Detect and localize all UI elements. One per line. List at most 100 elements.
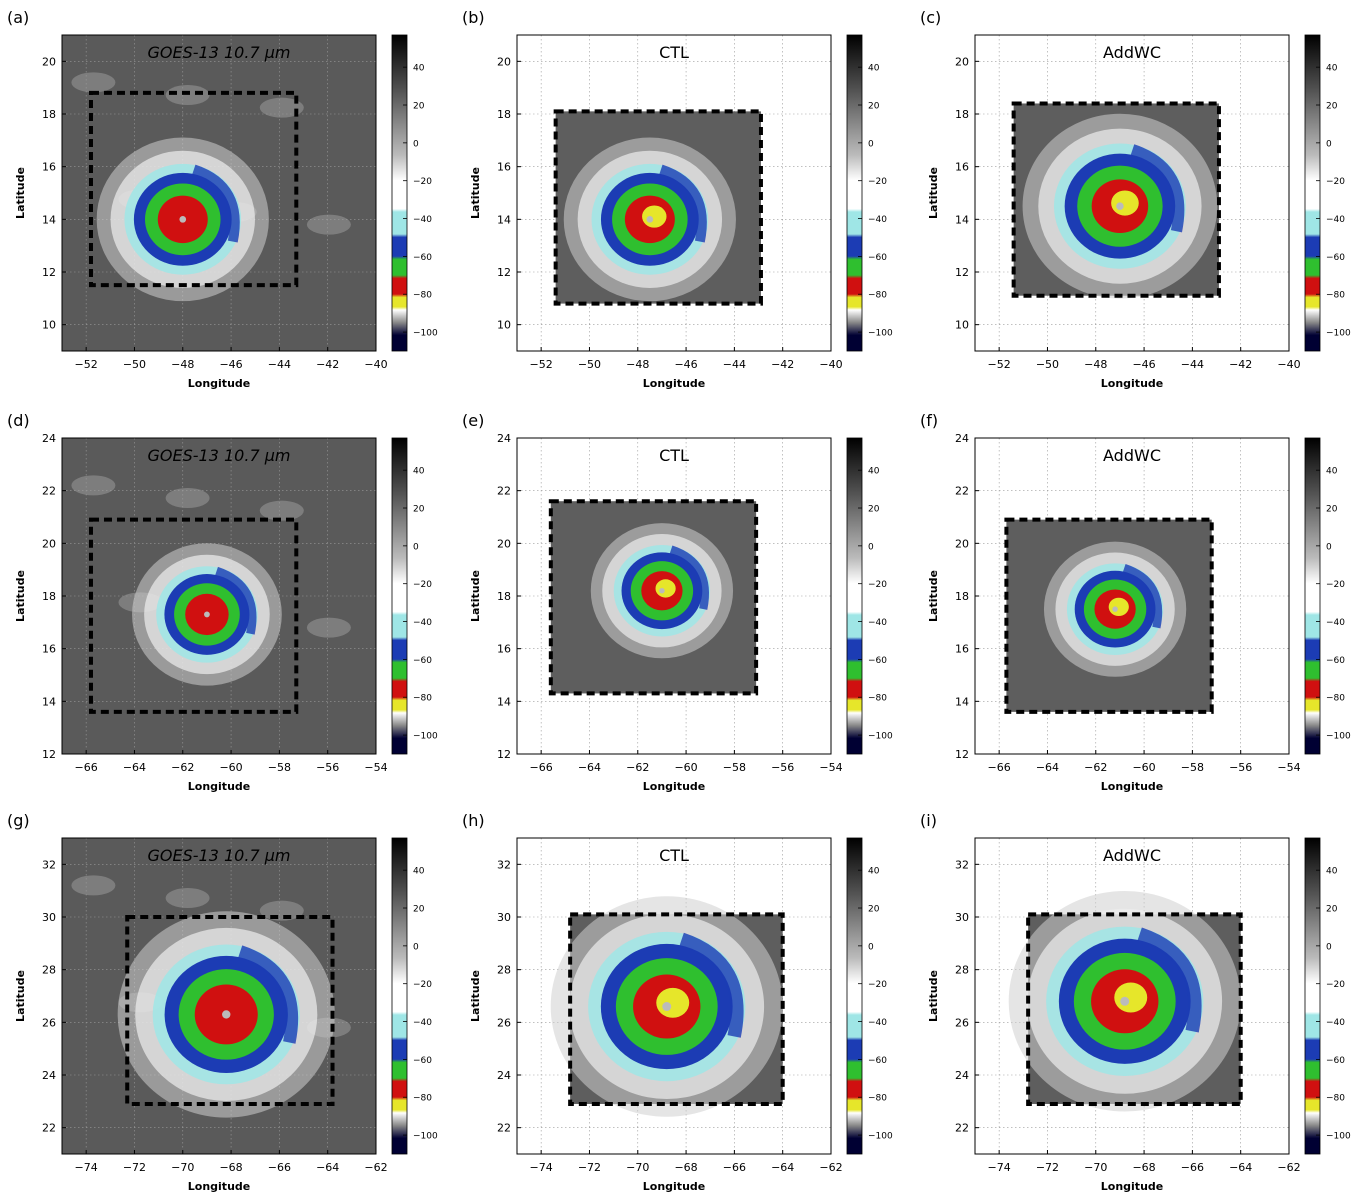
y-tick-label: 22: [955, 485, 969, 498]
storm: [117, 911, 335, 1118]
colorbar-tick-label: −40: [413, 215, 432, 225]
axes-frame: [61, 34, 377, 352]
x-axis-label: Longitude: [643, 780, 705, 793]
plot-area: [517, 438, 831, 754]
x-tick-label: −48: [171, 358, 194, 371]
y-tick-label: 18: [497, 590, 511, 603]
y-tick-label: 20: [42, 55, 56, 68]
y-tick-label: 12: [42, 748, 56, 761]
y-tick-label: 30: [497, 911, 511, 924]
y-tick-label: 16: [955, 643, 969, 656]
x-tick-label: −48: [1084, 358, 1107, 371]
x-tick-label: −64: [1229, 1161, 1252, 1174]
panel-label: (c): [920, 8, 941, 27]
x-tick-label: −62: [1084, 761, 1107, 774]
plot-area: [975, 838, 1289, 1154]
x-tick-label: −66: [75, 761, 98, 774]
storm-eye: [1120, 996, 1130, 1006]
panel-title: CTL: [659, 846, 689, 865]
y-tick-label: 20: [42, 537, 56, 550]
colorbar: [391, 34, 408, 352]
y-tick-label: 24: [955, 1069, 969, 1082]
colorbar-tick-label: 40: [1326, 467, 1338, 477]
domain-box: [88, 90, 299, 288]
panel-title: GOES-13 10.7 μm: [148, 446, 291, 465]
x-tick-label: −42: [316, 358, 339, 371]
axes-frame: [516, 34, 832, 352]
colorbar-tick-label: −40: [868, 618, 887, 628]
colorbar-tick-label: 20: [413, 505, 425, 515]
colorbar-tick-label: 0: [413, 139, 419, 149]
cloud-patch: [165, 888, 210, 909]
spiral-band: [238, 945, 299, 1044]
spiral-band: [215, 566, 257, 635]
x-tick-label: −54: [1277, 761, 1300, 774]
colorbar-tick-label: 20: [1326, 905, 1338, 915]
colorbar-tick-label: 20: [868, 102, 880, 112]
y-tick-label: 14: [42, 695, 56, 708]
domain-box: [125, 915, 335, 1106]
cloud-patch: [306, 617, 351, 638]
colorbar-tick-label: −80: [868, 694, 887, 704]
x-tick-label: −54: [819, 761, 842, 774]
x-tick-label: −44: [723, 358, 746, 371]
x-tick-label: −52: [530, 358, 553, 371]
cloud-patch: [71, 875, 116, 896]
colorbar-tick-label: 0: [413, 542, 419, 552]
x-tick-label: −56: [316, 761, 339, 774]
panel-g: −74 −72 −70 −68 −66 −64 −62 22 24 26 28 30 32 Longitu…: [7, 811, 438, 1193]
y-tick-label: 22: [497, 485, 511, 498]
colorbar-tick-label: 20: [413, 102, 425, 112]
panel-title: GOES-13 10.7 μm: [148, 43, 291, 62]
x-axis-label: Longitude: [188, 377, 250, 390]
y-tick-label: 14: [497, 695, 511, 708]
y-axis-label: Latitude: [927, 570, 940, 622]
y-axis-label: Latitude: [469, 167, 482, 219]
colorbar-tick-label: 0: [413, 942, 419, 952]
y-axis-label: Latitude: [927, 970, 940, 1022]
spiral-band: [1137, 927, 1202, 1033]
colorbar-tick-label: −20: [1326, 177, 1345, 187]
plot-area: [62, 438, 376, 754]
colorbar-tick-label: −60: [413, 656, 432, 666]
axes-frame: [974, 837, 1290, 1155]
x-tick-label: −64: [1036, 761, 1059, 774]
storm-eye: [204, 611, 210, 618]
x-tick-label: −72: [1036, 1161, 1059, 1174]
cloud-core: [656, 987, 690, 1018]
colorbar-tick-label: −40: [1326, 1018, 1345, 1028]
y-tick-label: 24: [42, 1069, 56, 1082]
x-tick-label: −58: [268, 761, 291, 774]
y-tick-label: 22: [42, 485, 56, 498]
panel-h: −74 −72 −70 −68 −66 −64 −62 22 24 26 28 30 32 Longitu…: [462, 811, 893, 1193]
x-tick-label: −60: [219, 761, 242, 774]
domain-box: [568, 912, 785, 1106]
y-tick-label: 28: [955, 964, 969, 977]
cloud-patch: [165, 85, 210, 106]
cloud-patch: [71, 475, 116, 496]
plot-area: [975, 35, 1289, 351]
x-tick-label: −50: [123, 358, 146, 371]
colorbar-tick-label: −80: [868, 291, 887, 301]
panel-d: −66 −64 −62 −60 −58 −56 −54 12 14 16 18 20 22 24 Longi…: [7, 411, 438, 793]
storm-eye: [662, 1002, 672, 1012]
colorbar-tick-label: −80: [413, 291, 432, 301]
x-tick-label: −46: [219, 358, 242, 371]
x-tick-label: −54: [364, 761, 387, 774]
colorbar: [391, 437, 408, 755]
colorbar-tick-label: −100: [413, 732, 438, 742]
x-tick-label: −74: [75, 1161, 98, 1174]
panel-label: (g): [7, 811, 30, 830]
y-tick-label: 26: [42, 1016, 56, 1029]
colorbar-tick-label: −40: [1326, 215, 1345, 225]
colorbar-tick-label: −40: [868, 1018, 887, 1028]
colorbar-tick-label: −40: [1326, 618, 1345, 628]
colorbar-tick-label: −20: [868, 177, 887, 187]
y-tick-label: 10: [955, 319, 969, 332]
panel-title: CTL: [659, 446, 689, 465]
domain-box: [553, 109, 763, 306]
storm-eye: [1112, 606, 1118, 612]
colorbar-tick-label: −100: [1326, 329, 1351, 339]
colorbar-tick-label: −60: [868, 1056, 887, 1066]
colorbar-tick-label: 20: [413, 905, 425, 915]
